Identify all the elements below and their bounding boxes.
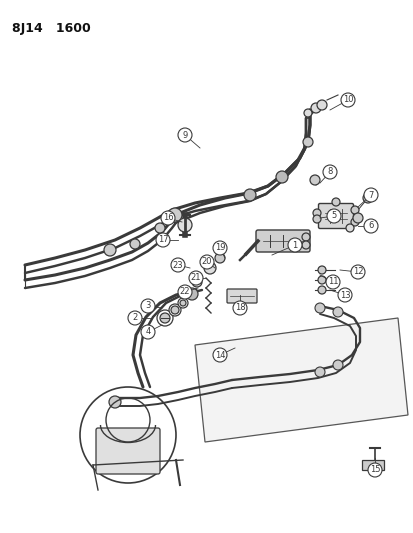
FancyBboxPatch shape xyxy=(318,204,353,229)
Text: 16: 16 xyxy=(162,214,173,222)
Text: 8J14   1600: 8J14 1600 xyxy=(12,22,90,35)
Circle shape xyxy=(350,206,358,214)
Text: 12: 12 xyxy=(352,268,362,277)
Circle shape xyxy=(157,310,173,326)
Circle shape xyxy=(326,209,340,223)
Text: 4: 4 xyxy=(145,327,150,336)
Circle shape xyxy=(154,223,165,233)
Circle shape xyxy=(214,253,224,263)
Circle shape xyxy=(317,266,325,274)
Circle shape xyxy=(178,218,192,232)
FancyBboxPatch shape xyxy=(96,428,159,474)
Circle shape xyxy=(363,219,377,233)
Circle shape xyxy=(310,103,320,113)
Text: 5: 5 xyxy=(330,212,336,221)
Circle shape xyxy=(312,209,320,217)
Circle shape xyxy=(156,233,170,247)
Text: 7: 7 xyxy=(368,190,373,199)
Circle shape xyxy=(178,128,192,142)
Circle shape xyxy=(350,218,358,226)
Circle shape xyxy=(352,213,362,223)
Circle shape xyxy=(178,298,188,308)
Circle shape xyxy=(169,304,180,316)
Circle shape xyxy=(168,208,182,222)
Circle shape xyxy=(331,198,339,206)
Circle shape xyxy=(317,276,325,284)
Circle shape xyxy=(104,244,116,256)
FancyBboxPatch shape xyxy=(255,230,309,252)
Circle shape xyxy=(287,238,301,252)
Circle shape xyxy=(325,275,339,289)
Circle shape xyxy=(130,239,140,249)
Text: 17: 17 xyxy=(157,236,168,245)
Circle shape xyxy=(301,241,309,249)
Circle shape xyxy=(178,285,192,299)
Circle shape xyxy=(345,224,353,232)
FancyBboxPatch shape xyxy=(361,460,383,470)
Text: 19: 19 xyxy=(214,244,225,253)
Text: 22: 22 xyxy=(179,287,190,296)
Circle shape xyxy=(192,277,202,287)
Circle shape xyxy=(199,255,214,269)
Circle shape xyxy=(312,215,320,223)
Circle shape xyxy=(322,165,336,179)
Circle shape xyxy=(275,171,287,183)
Text: 23: 23 xyxy=(172,261,183,270)
Circle shape xyxy=(309,175,319,185)
Text: 10: 10 xyxy=(342,95,352,104)
Text: 1: 1 xyxy=(292,240,297,249)
Circle shape xyxy=(185,288,197,300)
Circle shape xyxy=(332,360,342,370)
Text: 3: 3 xyxy=(145,302,150,311)
Text: 13: 13 xyxy=(339,290,349,300)
Text: 20: 20 xyxy=(201,257,212,266)
Circle shape xyxy=(243,189,255,201)
Circle shape xyxy=(171,306,178,314)
Text: 14: 14 xyxy=(214,351,225,359)
Circle shape xyxy=(128,311,142,325)
Circle shape xyxy=(362,193,372,203)
Circle shape xyxy=(332,307,342,317)
Circle shape xyxy=(171,258,185,272)
Text: 11: 11 xyxy=(327,278,337,287)
Circle shape xyxy=(233,301,247,315)
Circle shape xyxy=(314,303,324,313)
Circle shape xyxy=(301,233,309,241)
Circle shape xyxy=(180,300,185,306)
Text: 9: 9 xyxy=(182,131,187,140)
Text: 15: 15 xyxy=(369,465,379,474)
Circle shape xyxy=(204,262,216,274)
Text: 6: 6 xyxy=(368,222,373,230)
Circle shape xyxy=(212,241,226,255)
Circle shape xyxy=(109,396,121,408)
Text: 21: 21 xyxy=(190,273,201,282)
Circle shape xyxy=(189,271,202,285)
Circle shape xyxy=(303,109,311,117)
Text: 18: 18 xyxy=(234,303,245,312)
Circle shape xyxy=(350,265,364,279)
Polygon shape xyxy=(195,318,407,442)
Circle shape xyxy=(316,100,326,110)
FancyBboxPatch shape xyxy=(226,289,256,303)
Circle shape xyxy=(363,188,377,202)
Circle shape xyxy=(141,325,154,339)
Circle shape xyxy=(212,348,226,362)
Circle shape xyxy=(141,299,154,313)
Circle shape xyxy=(367,463,381,477)
Text: 2: 2 xyxy=(132,313,137,322)
Circle shape xyxy=(161,211,175,225)
Text: 8: 8 xyxy=(327,167,332,176)
Circle shape xyxy=(317,286,325,294)
Circle shape xyxy=(159,313,170,323)
Circle shape xyxy=(302,137,312,147)
Circle shape xyxy=(337,288,351,302)
Circle shape xyxy=(340,93,354,107)
Circle shape xyxy=(314,367,324,377)
